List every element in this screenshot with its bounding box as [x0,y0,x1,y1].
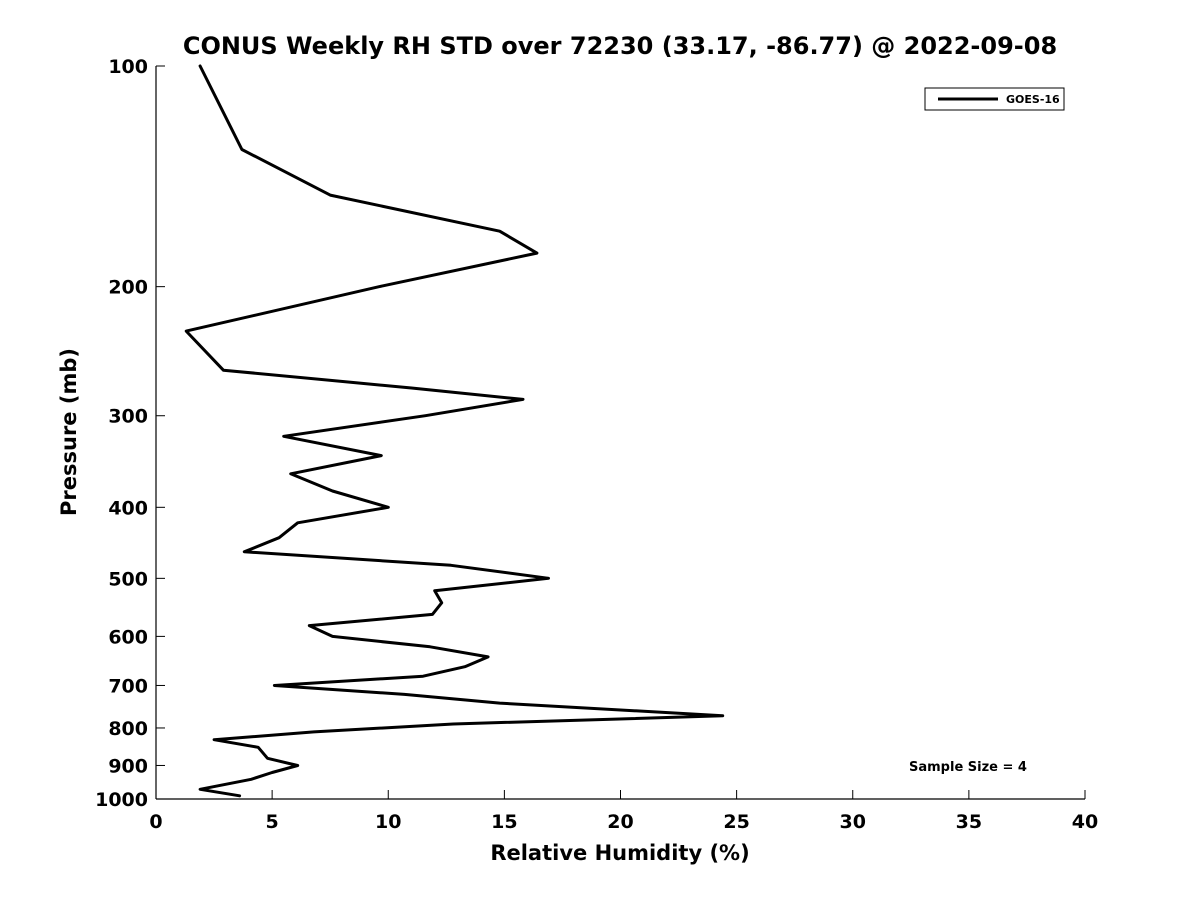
y-axis-ticks: 100 200 300 400 500 600 700 800 900 1000 [95,56,165,811]
series-layer [184,64,725,798]
y-tick-label: 600 [108,626,148,648]
y-axis-label: Pressure (mb) [57,348,81,516]
x-tick-label: 5 [266,811,279,833]
x-tick-label: 40 [1072,811,1098,833]
x-tick-label: 35 [956,811,982,833]
x-tick-label: 30 [840,811,866,833]
x-axis-label: Relative Humidity (%) [490,841,749,865]
y-tick-label: 500 [108,568,148,590]
y-tick-label: 900 [108,755,148,777]
x-axis-ticks: 0 5 10 15 20 25 30 35 40 [149,790,1098,833]
y-axis: 100 200 300 400 500 600 700 800 900 1000 [95,56,165,811]
chart-title: CONUS Weekly RH STD over 72230 (33.17, -… [183,32,1057,60]
series-line-goes-16 [184,64,725,798]
y-tick-label: 1000 [95,789,148,811]
y-tick-label: 400 [108,497,148,519]
sample-size-annotation: Sample Size = 4 [909,760,1027,775]
x-axis: 0 5 10 15 20 25 30 35 40 [149,790,1098,833]
x-tick-label: 10 [375,811,401,833]
x-tick-label: 15 [491,811,517,833]
x-tick-label: 25 [723,811,749,833]
legend-label-goes-16: GOES-16 [1006,93,1060,106]
y-tick-label: 800 [108,718,148,740]
x-tick-label: 0 [149,811,162,833]
y-tick-label: 300 [108,406,148,428]
y-tick-label: 100 [108,56,148,78]
y-tick-label: 200 [108,277,148,299]
legend: GOES-16 [924,87,1065,111]
y-tick-label: 700 [108,675,148,697]
x-tick-label: 20 [607,811,633,833]
